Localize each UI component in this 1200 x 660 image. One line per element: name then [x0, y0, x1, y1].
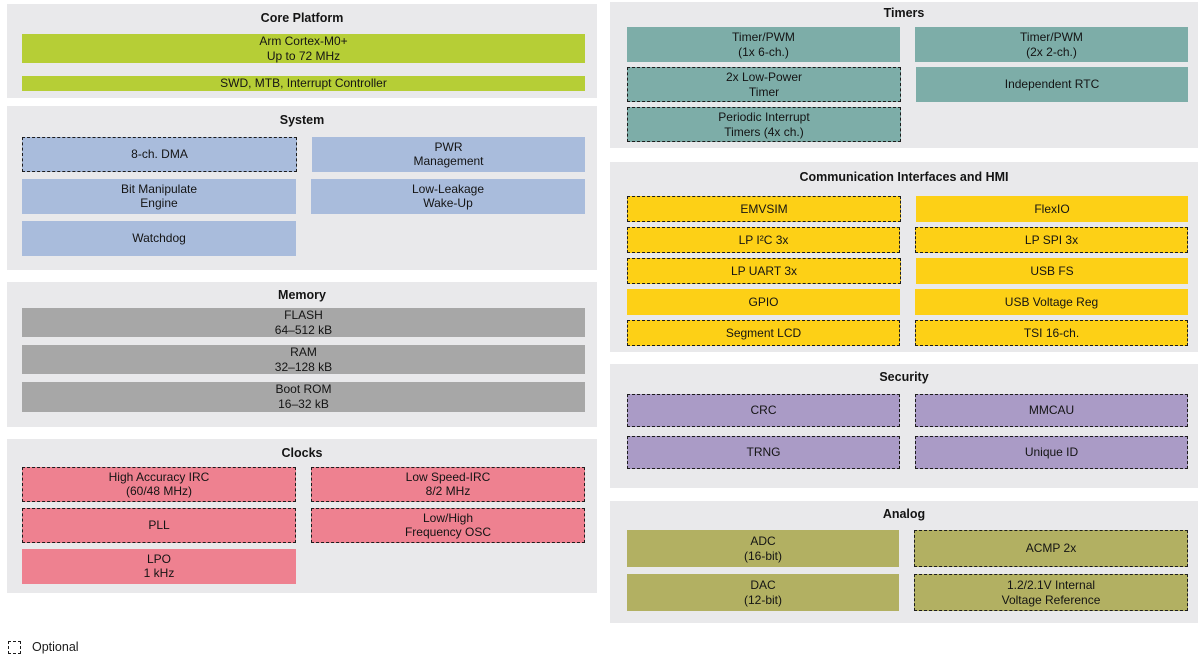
core-blocks: Arm Cortex-M0+ Up to 72 MHz SWD, MTB, In…	[7, 34, 597, 91]
security-blocks: CRC MMCAU TRNG Unique ID	[610, 394, 1198, 469]
block-flexio: FlexIO	[916, 196, 1188, 222]
clocks-row-1: High Accuracy IRC (60/48 MHz) Low Speed-…	[22, 466, 585, 502]
block-timer-pwm-2x-2ch: Timer/PWM (2x 2-ch.)	[915, 27, 1188, 62]
section-title-memory: Memory	[278, 287, 326, 302]
block-crc: CRC	[627, 394, 900, 427]
block-lp-i2c: LP I²C 3x	[627, 227, 900, 253]
analog-blocks: ADC (16-bit) ACMP 2x DAC (12-bit) 1.2/2.…	[610, 530, 1198, 611]
block-independent-rtc: Independent RTC	[916, 67, 1188, 102]
block-internal-voltage-reference: 1.2/2.1V Internal Voltage Reference	[914, 574, 1188, 611]
section-system: System 8-ch. DMA PWR Management Bit Mani…	[7, 105, 597, 270]
section-security: Security CRC MMCAU TRNG Unique ID	[610, 364, 1198, 488]
block-tsi: TSI 16-ch.	[915, 320, 1188, 346]
block-bit-manipulate-engine: Bit Manipulate Engine	[22, 178, 296, 214]
analog-row-1: ADC (16-bit) ACMP 2x	[627, 530, 1188, 567]
block-mmcau: MMCAU	[915, 394, 1188, 427]
clocks-row-3: LPO 1 kHz	[22, 548, 585, 584]
section-clocks: Clocks High Accuracy IRC (60/48 MHz) Low…	[7, 438, 597, 593]
block-8ch-dma: 8-ch. DMA	[22, 136, 297, 172]
timers-row-1: Timer/PWM (1x 6-ch.) Timer/PWM (2x 2-ch.…	[627, 27, 1188, 62]
block-usb-fs: USB FS	[916, 258, 1188, 284]
comm-row-5: Segment LCD TSI 16-ch.	[627, 320, 1188, 346]
section-title-system: System	[279, 112, 325, 127]
block-low-speed-irc: Low Speed-IRC 8/2 MHz	[311, 466, 585, 502]
section-memory: Memory FLASH 64–512 kB RAM 32–128 kB Boo…	[7, 281, 597, 427]
block-high-accuracy-irc: High Accuracy IRC (60/48 MHz)	[22, 466, 296, 502]
system-blocks: 8-ch. DMA PWR Management Bit Manipulate …	[7, 136, 597, 256]
section-title-security: Security	[879, 370, 929, 384]
block-boot-rom: Boot ROM 16–32 kB	[22, 382, 585, 412]
block-arm-cortex-m0plus: Arm Cortex-M0+ Up to 72 MHz	[22, 34, 585, 64]
section-title-core-platform: Core Platform	[260, 11, 344, 25]
analog-row-2: DAC (12-bit) 1.2/2.1V Internal Voltage R…	[627, 574, 1188, 611]
section-timers: Timers Timer/PWM (1x 6-ch.) Timer/PWM (2…	[610, 2, 1198, 148]
comm-blocks: EMVSIM FlexIO LP I²C 3x LP SPI 3x LP UAR…	[610, 196, 1198, 346]
optional-dashed-swatch-icon	[8, 640, 21, 654]
security-row-2: TRNG Unique ID	[627, 436, 1188, 469]
system-row-2: Bit Manipulate Engine Low-Leakage Wake-U…	[22, 178, 585, 214]
block-swd-mtb-interrupt-controller: SWD, MTB, Interrupt Controller	[22, 76, 585, 91]
block-low-leakage-wake-up: Low-Leakage Wake-Up	[311, 178, 585, 214]
security-row-1: CRC MMCAU	[627, 394, 1188, 427]
block-periodic-interrupt-timers: Periodic Interrupt Timers (4x ch.)	[627, 107, 901, 142]
block-lpo: LPO 1 kHz	[22, 548, 296, 584]
block-timer-pwm-1x-6ch: Timer/PWM (1x 6-ch.)	[627, 27, 900, 62]
system-row-3: Watchdog	[22, 220, 585, 256]
block-gpio: GPIO	[627, 289, 900, 315]
block-unique-id: Unique ID	[915, 436, 1188, 469]
clocks-row-2: PLL Low/High Frequency OSC	[22, 507, 585, 543]
block-acmp: ACMP 2x	[914, 530, 1188, 567]
section-title-timers: Timers	[883, 6, 925, 20]
block-low-high-frequency-osc: Low/High Frequency OSC	[311, 507, 585, 543]
block-watchdog: Watchdog	[22, 220, 296, 256]
timers-blocks: Timer/PWM (1x 6-ch.) Timer/PWM (2x 2-ch.…	[610, 27, 1198, 142]
section-title-clocks: Clocks	[281, 445, 323, 460]
legend-optional-label: Optional	[32, 640, 79, 654]
legend-optional: Optional	[8, 640, 79, 654]
section-core-platform: Core Platform Arm Cortex-M0+ Up to 72 MH…	[7, 4, 597, 98]
comm-row-1: EMVSIM FlexIO	[627, 196, 1188, 222]
section-title-analog: Analog	[882, 507, 926, 521]
block-2x-low-power-timer: 2x Low-Power Timer	[627, 67, 901, 102]
section-communication-hmi: Communication Interfaces and HMI EMVSIM …	[610, 162, 1198, 352]
clocks-blocks: High Accuracy IRC (60/48 MHz) Low Speed-…	[7, 466, 597, 584]
section-analog: Analog ADC (16-bit) ACMP 2x DAC (12-bit)…	[610, 501, 1198, 623]
comm-row-4: GPIO USB Voltage Reg	[627, 289, 1188, 315]
system-row-1: 8-ch. DMA PWR Management	[22, 136, 585, 172]
left-column: Core Platform Arm Cortex-M0+ Up to 72 MH…	[7, 4, 597, 593]
block-trng: TRNG	[627, 436, 900, 469]
block-dac: DAC (12-bit)	[627, 574, 899, 611]
memory-blocks: FLASH 64–512 kB RAM 32–128 kB Boot ROM 1…	[7, 307, 597, 412]
block-lp-spi: LP SPI 3x	[915, 227, 1188, 253]
block-lp-uart: LP UART 3x	[627, 258, 901, 284]
comm-row-3: LP UART 3x USB FS	[627, 258, 1188, 284]
timers-row-2: 2x Low-Power Timer Independent RTC	[627, 67, 1188, 102]
block-ram: RAM 32–128 kB	[22, 345, 585, 375]
block-pll: PLL	[22, 507, 296, 543]
right-column: Timers Timer/PWM (1x 6-ch.) Timer/PWM (2…	[610, 2, 1198, 623]
block-usb-voltage-reg: USB Voltage Reg	[915, 289, 1188, 315]
comm-row-2: LP I²C 3x LP SPI 3x	[627, 227, 1188, 253]
block-pwr-management: PWR Management	[312, 136, 585, 172]
block-adc: ADC (16-bit)	[627, 530, 899, 567]
section-title-communication-hmi: Communication Interfaces and HMI	[799, 170, 1009, 184]
block-flash: FLASH 64–512 kB	[22, 307, 585, 338]
timers-row-3: Periodic Interrupt Timers (4x ch.)	[627, 107, 1188, 142]
block-segment-lcd: Segment LCD	[627, 320, 900, 346]
block-emvsim: EMVSIM	[627, 196, 901, 222]
